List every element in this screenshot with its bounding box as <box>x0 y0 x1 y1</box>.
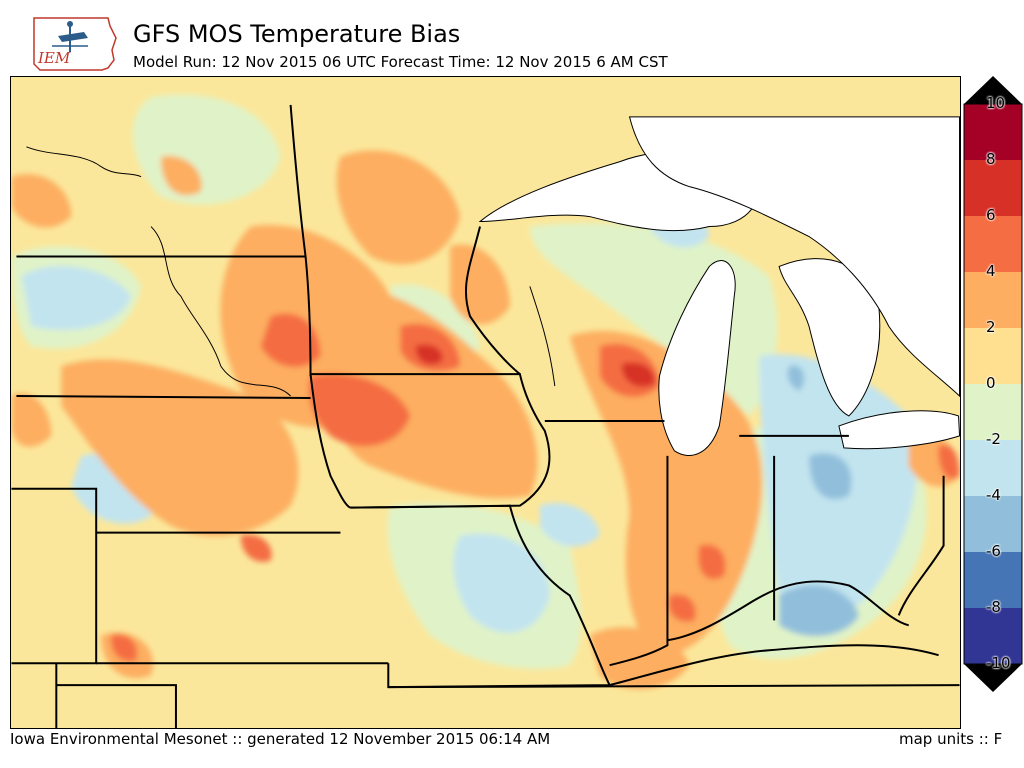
logo-text: IEM <box>37 49 71 67</box>
chart-title: GFS MOS Temperature Bias <box>133 20 461 48</box>
colorbar-label-2: 2 <box>986 318 996 336</box>
colorbar-swatch <box>964 496 1022 552</box>
colorbar-label-neg2: -2 <box>986 430 1001 448</box>
map-panel <box>10 76 961 729</box>
colorbar-swatch <box>964 328 1022 384</box>
colorbar-swatch <box>964 104 1022 160</box>
colorbar-legend <box>962 76 1024 692</box>
colorbar-swatch <box>964 608 1022 664</box>
weather-vane-icon <box>52 21 88 52</box>
colorbar-label-6: 6 <box>986 206 996 224</box>
colorbar-swatch <box>964 272 1022 328</box>
lake-erie <box>838 410 960 450</box>
colorbar-label-neg6: -6 <box>986 542 1001 560</box>
colorbar-label-0: 0 <box>986 374 996 392</box>
colorbar-label-10: 10 <box>986 94 1006 112</box>
colorbar-swatch <box>964 552 1022 608</box>
colorbar-under-arrow <box>964 664 1022 692</box>
colorbar-label-neg8: -8 <box>986 598 1001 616</box>
bias-map <box>11 94 960 728</box>
canada-area <box>628 116 960 398</box>
footer-units: map units :: F <box>899 730 1003 748</box>
colorbar-over-arrow <box>964 76 1022 104</box>
colorbar-swatch <box>964 160 1022 216</box>
colorbar-swatches <box>964 104 1022 664</box>
chart-subtitle: Model Run: 12 Nov 2015 06 UTC Forecast T… <box>133 53 668 71</box>
iem-logo: IEM <box>33 17 117 71</box>
footer-credit: Iowa Environmental Mesonet :: generated … <box>10 730 551 748</box>
lake-michigan <box>658 260 736 456</box>
colorbar-swatch <box>964 216 1022 272</box>
colorbar-label-neg4: -4 <box>986 486 1001 504</box>
great-lakes <box>478 116 960 456</box>
colorbar-swatch <box>964 440 1022 496</box>
rivers <box>26 146 556 397</box>
colorbar-label-neg10: -10 <box>986 654 1011 672</box>
colorbar-label-8: 8 <box>986 150 996 168</box>
colorbar-label-4: 4 <box>986 262 996 280</box>
colorbar-svg <box>963 76 1023 692</box>
state-borders <box>11 104 960 728</box>
colorbar-swatch <box>964 384 1022 440</box>
